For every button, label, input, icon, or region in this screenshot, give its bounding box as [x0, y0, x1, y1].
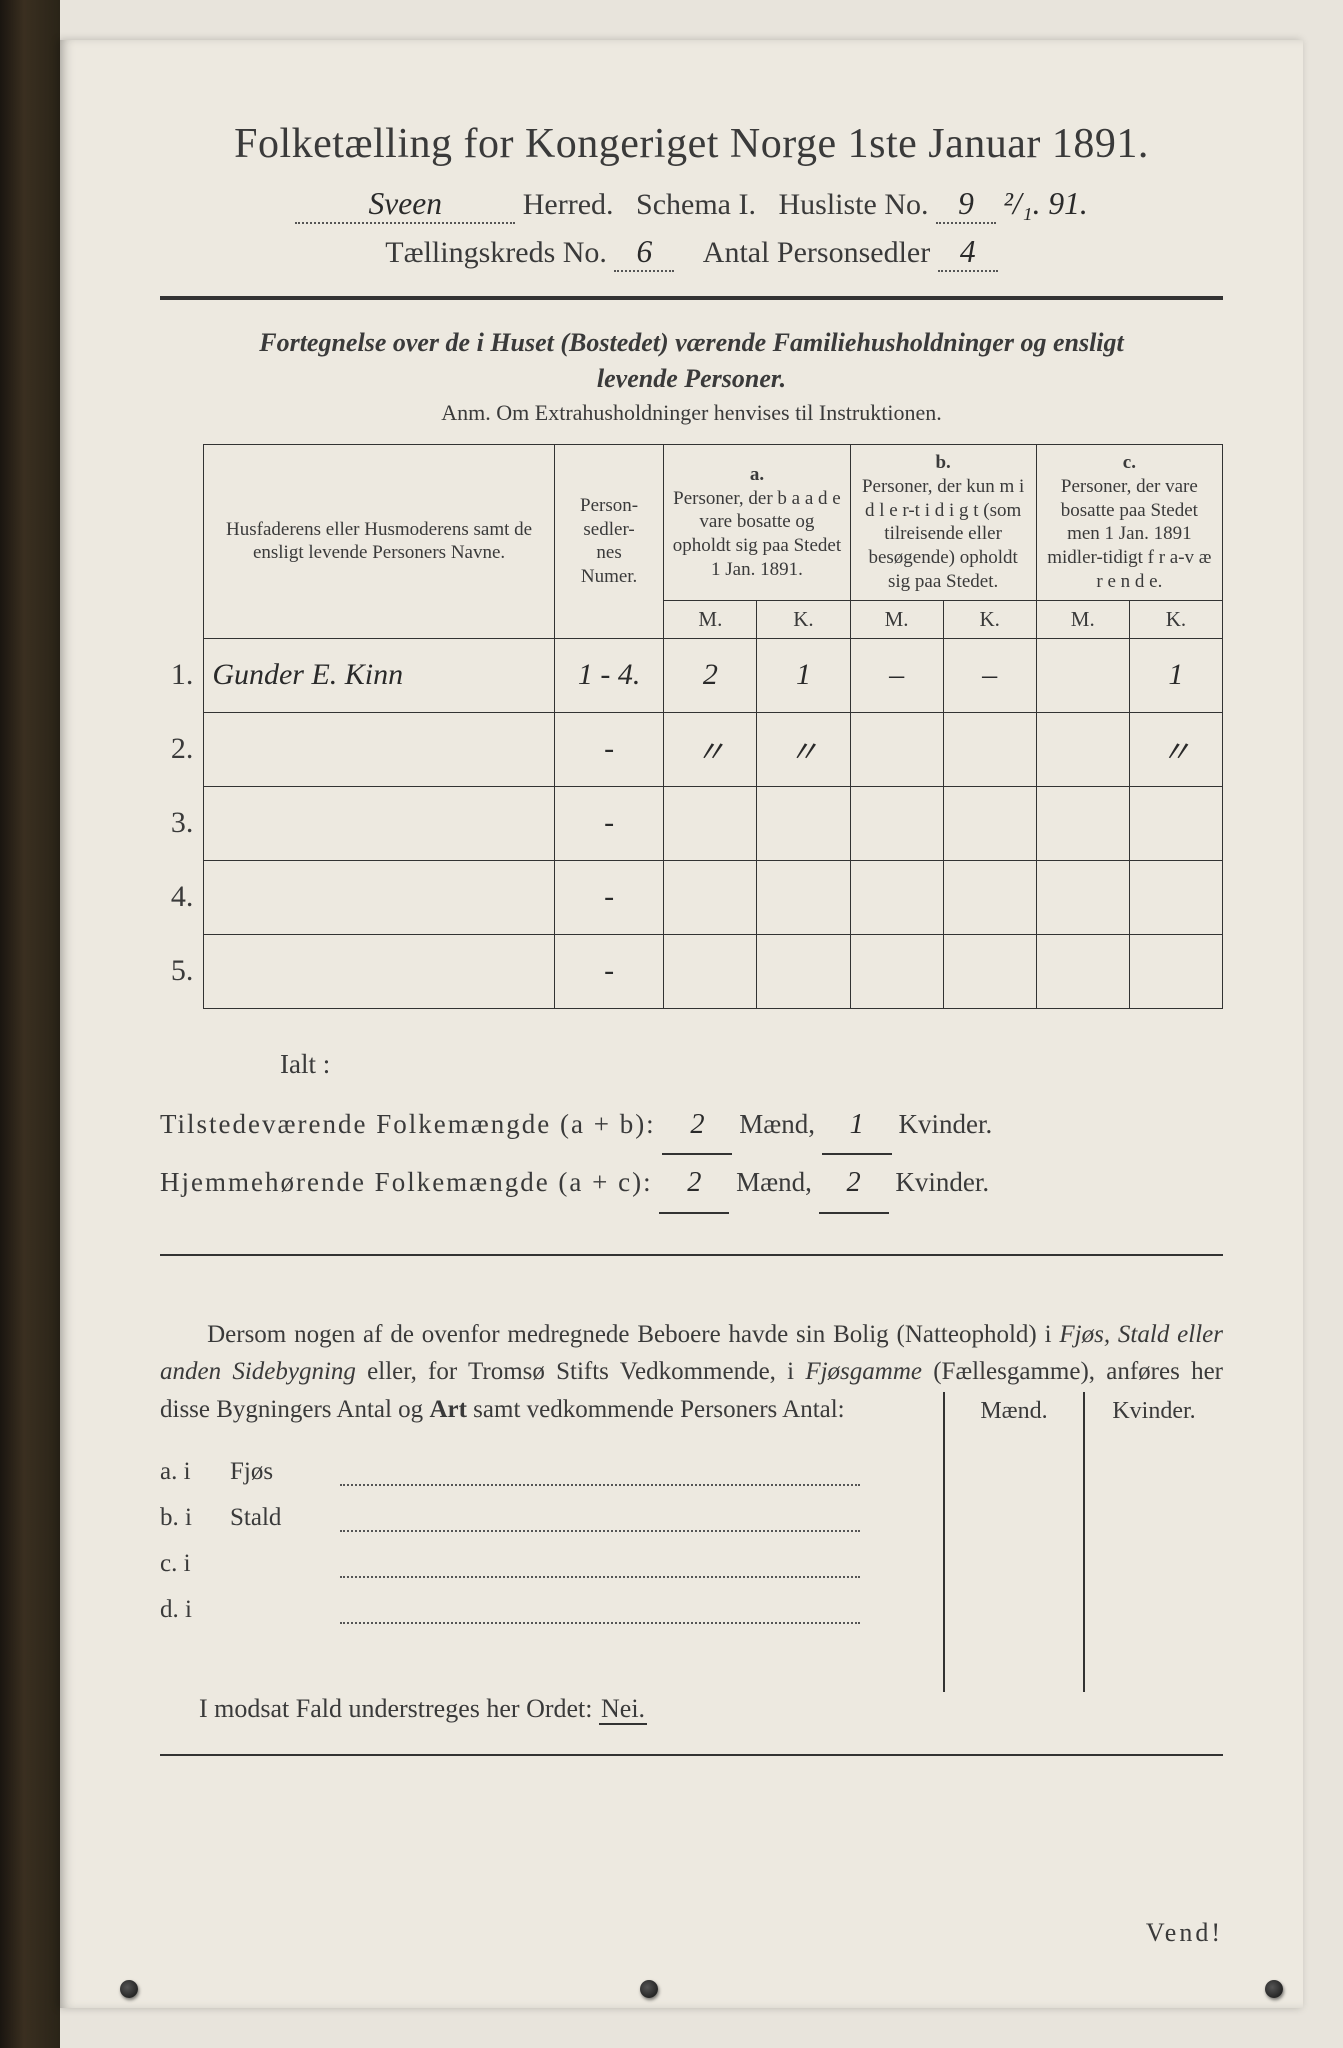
household-table: Husfaderens eller Husmoderens samt de en…: [160, 444, 1223, 1009]
tilstede-k: 1: [822, 1097, 892, 1156]
tilstede-m: 2: [662, 1097, 732, 1156]
herred-label: Herred.: [523, 188, 614, 221]
hjemme-k: 2: [819, 1155, 889, 1214]
maend-label-2: Mænd,: [736, 1167, 812, 1197]
kvinder-label: Kvinder.: [898, 1109, 992, 1139]
kvinder-label-2: Kvinder.: [895, 1167, 989, 1197]
rule-2: [160, 1254, 1223, 1256]
header-line-1: Sveen Herred. Schema I. Husliste No. 9 ²…: [160, 186, 1223, 224]
binding-edge: [0, 0, 60, 2048]
tack-icon: [640, 1980, 658, 1998]
table-row: 1.Gunder E. Kinn1 - 4.21––1: [160, 638, 1223, 712]
nei-line: I modsat Fald understreges her Ordet: Ne…: [160, 1694, 1223, 1724]
rule-3: [160, 1754, 1223, 1756]
table-row: 4.-: [160, 860, 1223, 934]
table-row: 3.-: [160, 786, 1223, 860]
husliste-date: ²/₁. 91.: [1003, 186, 1087, 221]
totals-block: Ialt : Tilstedeværende Folkemængde (a + …: [160, 1037, 1223, 1214]
tack-icon: [1265, 1980, 1283, 1998]
anm-note: Anm. Om Extrahusholdninger henvises til …: [160, 400, 1223, 426]
vend-label: Vend!: [1146, 1918, 1223, 1948]
antal-label: Antal Personsedler: [703, 236, 930, 269]
kreds-value: 6: [614, 234, 674, 272]
table-row: 5.-: [160, 934, 1223, 1008]
nei-word: Nei.: [599, 1694, 647, 1725]
document-page: Folketælling for Kongeriget Norge 1ste J…: [60, 40, 1303, 2008]
table-row: 2.-〃〃〃: [160, 712, 1223, 786]
build-col-kvinder: Kvinder.: [1083, 1392, 1223, 1692]
hjemme-m: 2: [659, 1155, 729, 1214]
antal-value: 4: [938, 234, 998, 272]
header-line-2: Tællingskreds No. 6 Antal Personsedler 4: [160, 234, 1223, 272]
herred-value: Sveen: [295, 186, 515, 224]
maend-label: Mænd,: [739, 1109, 815, 1139]
tilstede-label: Tilstedeværende Folkemængde (a + b):: [160, 1109, 656, 1139]
husliste-label: Husliste No.: [778, 188, 928, 221]
kreds-label: Tællingskreds No.: [385, 236, 607, 269]
tack-icon: [120, 1980, 138, 1998]
description-line-1: Fortegnelse over de i Huset (Bostedet) v…: [160, 328, 1223, 358]
nei-pre: I modsat Fald understreges her Ordet:: [199, 1694, 599, 1723]
schema-label: Schema I.: [636, 188, 756, 221]
husliste-value: 9: [936, 186, 996, 224]
ialt-label: Ialt :: [280, 1037, 1223, 1091]
building-mk-columns: Mænd. Kvinder.: [943, 1392, 1223, 1692]
description-line-2: levende Personer.: [160, 364, 1223, 394]
rule-1: [160, 296, 1223, 300]
build-col-maend: Mænd.: [943, 1392, 1083, 1692]
hjemme-label: Hjemmehørende Folkemængde (a + c):: [160, 1167, 653, 1197]
building-list: Mænd. Kvinder. a. iFjøsb. iStaldc. id. i: [160, 1458, 1223, 1624]
page-title: Folketælling for Kongeriget Norge 1ste J…: [160, 120, 1223, 168]
